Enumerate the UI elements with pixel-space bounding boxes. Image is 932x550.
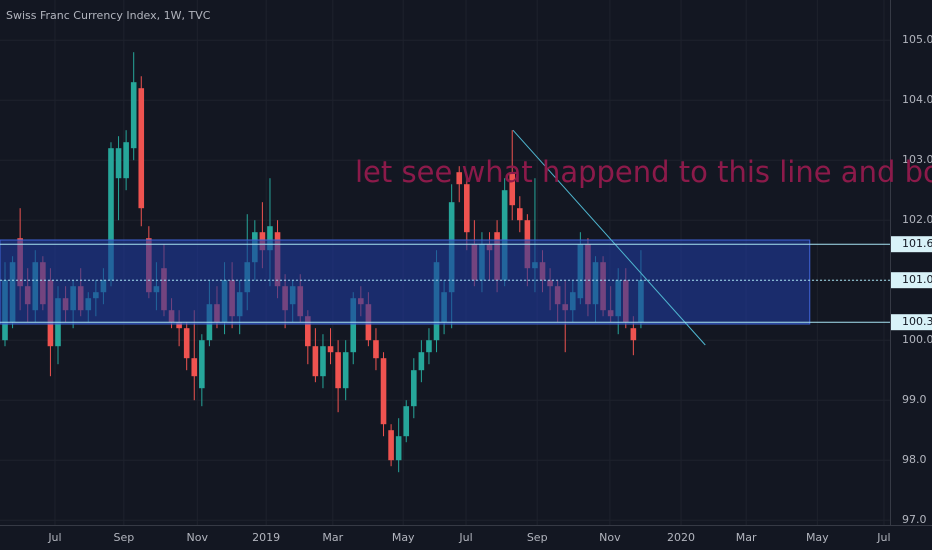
price-label-box: [891, 236, 932, 253]
candle-body: [342, 352, 349, 389]
candle-body: [630, 328, 637, 341]
y-tick-label: 104.0: [902, 93, 932, 106]
candle-body: [191, 358, 198, 377]
x-tick-label: Jul: [458, 531, 472, 544]
candle-body: [176, 322, 182, 329]
candle-body: [320, 346, 326, 377]
candle-body: [403, 406, 410, 437]
candle-body: [199, 340, 205, 389]
candle-body: [312, 346, 319, 377]
candle-body: [411, 370, 417, 407]
price-label-box: [891, 314, 932, 331]
chart-title: Swiss Franc Currency Index, 1W, TVC: [6, 9, 211, 22]
candle-body: [380, 358, 387, 425]
y-tick-label: 105.0: [902, 33, 932, 46]
candle-body: [418, 352, 425, 371]
candle-body: [509, 172, 516, 206]
candle-body: [108, 148, 114, 281]
price-label-box: [891, 272, 932, 289]
price-label: 101.6: [902, 237, 932, 250]
x-tick-label: 2019: [252, 531, 280, 544]
x-tick-label: Mar: [736, 531, 757, 544]
candle-body: [130, 82, 137, 149]
candle-body: [456, 172, 463, 185]
x-tick-label: Jul: [876, 531, 890, 544]
candle-body: [501, 190, 508, 281]
candle-body: [138, 88, 145, 209]
trend-line: [512, 129, 706, 346]
x-tick-label: 2020: [667, 531, 695, 544]
candle-body: [115, 148, 122, 179]
candle-body: [350, 298, 357, 353]
candle-body: [464, 184, 470, 233]
candle-body: [267, 226, 273, 251]
y-tick-label: 98.0: [902, 453, 927, 466]
candle-body: [183, 328, 190, 359]
annotation: let see what happend to this line and bo…: [355, 155, 932, 189]
candle-body: [305, 316, 311, 347]
x-tick-label: Sep: [527, 531, 548, 544]
candle-body: [516, 208, 523, 221]
candle-body: [123, 142, 129, 179]
y-tick-label: 100.0: [902, 333, 932, 346]
y-tick-label: 103.0: [902, 153, 932, 166]
y-tick-label: 97.0: [902, 513, 927, 526]
price-label: 100.3: [902, 315, 932, 328]
candle-body: [395, 436, 402, 461]
candle-body: [335, 352, 341, 389]
x-tick-label: May: [806, 531, 829, 544]
x-tick-label: Jul: [47, 531, 61, 544]
y-tick-label: 102.0: [902, 213, 932, 226]
x-tick-label: Sep: [113, 531, 134, 544]
x-tick-label: Nov: [187, 531, 209, 544]
candle-body: [373, 340, 379, 359]
candle-body: [388, 430, 394, 461]
candle-body: [327, 346, 334, 353]
x-tick-label: Nov: [599, 531, 621, 544]
x-tick-label: Mar: [322, 531, 343, 544]
price-label: 101.0: [902, 273, 932, 286]
candle-body: [426, 340, 432, 353]
y-tick-label: 99.0: [902, 393, 927, 406]
highlight-box: [0, 239, 811, 325]
x-tick-label: May: [392, 531, 415, 544]
